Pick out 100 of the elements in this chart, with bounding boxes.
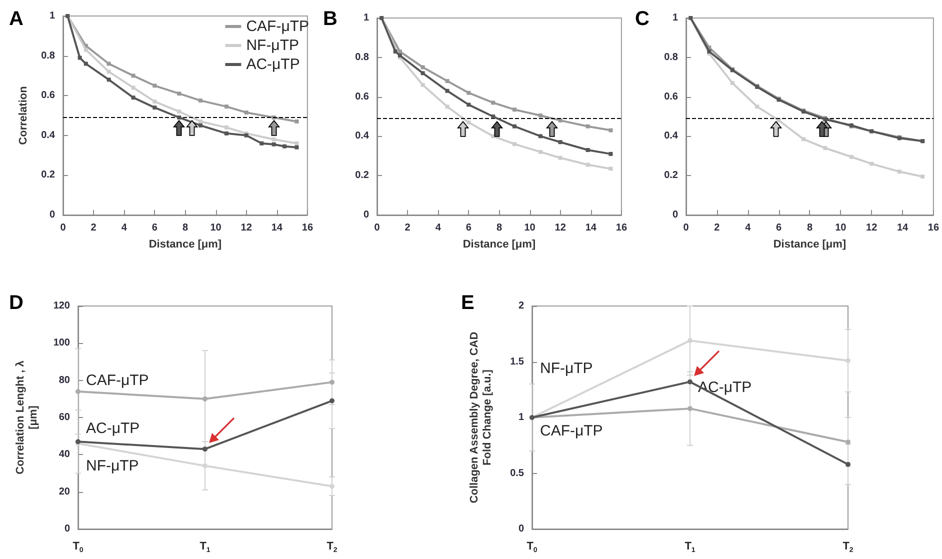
- x-tick-label: 10: [835, 222, 847, 234]
- point: [586, 162, 590, 167]
- y-tick-label: 1.5: [510, 356, 524, 368]
- x-tick-label: 14: [271, 222, 283, 234]
- y-tick-label: 0.8: [355, 52, 370, 63]
- point: [78, 56, 82, 60]
- y-tick-label: 0.4: [664, 130, 678, 142]
- x-tick-label: 12: [554, 222, 566, 234]
- point: [177, 110, 182, 114]
- y-tick-label: 1: [518, 412, 524, 423]
- point: [202, 396, 208, 402]
- x-tick-label: 14: [585, 222, 597, 234]
- x-tick-label: 10: [210, 222, 222, 234]
- y-tick-label: 40: [58, 449, 70, 460]
- point: [330, 380, 334, 385]
- y-tick-label: 1: [49, 10, 56, 22]
- y-tick-label: 60: [58, 412, 70, 423]
- point: [198, 119, 202, 124]
- y-axis-title: Correlation Lenght , λ [μm]: [14, 360, 40, 474]
- y-tick-label: 80: [58, 374, 70, 386]
- y-tick-label: 0: [363, 210, 370, 220]
- point: [512, 108, 516, 112]
- y-tick-label: 100: [53, 338, 70, 349]
- point: [294, 145, 299, 150]
- y-tick-label: 0.8: [41, 50, 56, 62]
- x-tick-label: 12: [240, 222, 252, 234]
- point: [294, 141, 299, 146]
- legend-label: NF-μTP: [246, 37, 300, 54]
- x-tick-label: 2: [404, 222, 411, 234]
- chart-title: E: [461, 292, 474, 314]
- point: [538, 114, 542, 118]
- point: [608, 166, 613, 171]
- point: [445, 104, 450, 109]
- point: [224, 104, 228, 109]
- x-tick-label: 6: [466, 222, 472, 234]
- point: [849, 154, 854, 159]
- point: [131, 86, 136, 90]
- x-tick-label: 8: [806, 222, 813, 234]
- x-axis-title: Distance [μm]: [462, 238, 536, 250]
- x-tick-label: 6: [152, 222, 158, 234]
- x-tick-label: 0: [683, 222, 690, 234]
- point: [398, 49, 402, 54]
- point: [224, 125, 228, 130]
- point: [272, 142, 276, 146]
- point: [152, 106, 157, 110]
- y-tick-label: 0.6: [41, 90, 56, 102]
- point: [491, 114, 496, 118]
- x-tick-label: 6: [776, 222, 782, 234]
- point: [131, 74, 136, 78]
- point: [131, 96, 136, 100]
- point: [330, 484, 334, 489]
- y-tick-label: 2: [518, 300, 524, 312]
- point: [272, 137, 276, 142]
- point: [512, 124, 516, 128]
- point: [920, 174, 925, 179]
- y-tick-label: 0.4: [41, 130, 56, 141]
- point: [294, 119, 299, 124]
- y-tick-label: 0.2: [664, 170, 678, 182]
- point: [198, 98, 202, 103]
- point: [688, 406, 692, 412]
- point: [106, 62, 111, 66]
- x-tick-label: 4: [435, 222, 442, 234]
- point: [586, 124, 590, 128]
- point: [445, 88, 450, 93]
- point: [244, 110, 248, 115]
- point: [466, 90, 471, 95]
- x-tick-label: 16: [302, 222, 314, 234]
- point: [260, 141, 264, 146]
- x-tick-label: 16: [928, 222, 940, 234]
- point: [420, 82, 425, 87]
- point: [870, 162, 874, 166]
- point: [84, 48, 88, 52]
- point: [393, 49, 398, 54]
- y-tick-label: 120: [53, 300, 70, 312]
- point: [802, 137, 806, 142]
- annotation: NF-μTP: [540, 360, 593, 377]
- point: [76, 388, 80, 394]
- y-axis-title: Correlation: [18, 86, 30, 145]
- point: [282, 144, 287, 148]
- point: [84, 62, 88, 66]
- point: [558, 140, 562, 144]
- legend-label: CAF-μTP: [246, 18, 310, 35]
- x-tick-label: 8: [182, 222, 188, 234]
- point: [776, 118, 781, 122]
- point: [558, 118, 562, 122]
- annotation: CAF-μTP: [540, 422, 603, 440]
- point: [420, 71, 425, 76]
- y-tick-label: 0: [672, 210, 678, 220]
- y-tick-label: 0.6: [664, 91, 678, 102]
- y-tick-label: 0.2: [355, 170, 370, 182]
- point: [445, 79, 450, 84]
- y-tick-label: 0.6: [355, 91, 370, 102]
- point: [491, 134, 496, 138]
- y-tick-label: 1: [363, 12, 370, 24]
- y-tick-label: 0.5: [510, 468, 524, 479]
- x-tick-label: 16: [616, 222, 628, 234]
- point: [202, 463, 208, 468]
- point: [608, 152, 613, 156]
- chart-title: A: [9, 8, 24, 30]
- point: [688, 379, 692, 384]
